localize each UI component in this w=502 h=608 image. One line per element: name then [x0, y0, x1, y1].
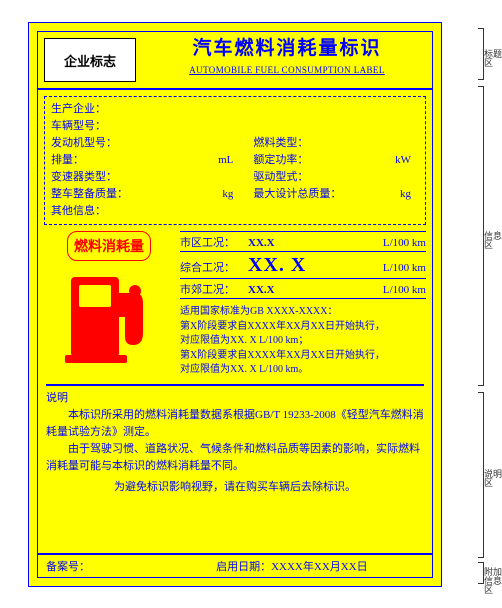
- info-other: 其他信息：: [51, 203, 253, 220]
- info-row: 整车整备质量：kg 最大设计总质量：kg: [51, 186, 419, 203]
- info-curb-mass: 整车整备质量：kg: [51, 186, 253, 203]
- info-row: 车辆型号：: [51, 118, 419, 135]
- desc-p1: 本标识所采用的燃料消耗量数据系根据GB/T 19233-2008《轻型汽车燃料消…: [46, 407, 424, 441]
- fuel-badge: 燃料消耗量: [67, 231, 151, 261]
- bracket-footer: [474, 562, 484, 584]
- desc-p2: 由于驾驶习惯、道路状况、气候条件和燃料品质等因素的影响，实际燃料消耗量可能与本标…: [46, 441, 424, 475]
- annot-info: 信息区: [484, 232, 502, 250]
- fc-label: 市区工况：: [180, 234, 248, 250]
- fc-unit: L/100 km: [364, 284, 426, 296]
- fc-label: 市郊工况：: [180, 281, 248, 297]
- footer-row: 备案号： 启用日期：XXXX年XX月XX日: [38, 553, 432, 577]
- info-manufacturer: 生产企业：: [51, 101, 253, 118]
- fuel-right: 市区工况： XX.X L/100 km 综合工况： XX. X L/100 km…: [174, 231, 426, 378]
- fuel-left: 燃料消耗量: [44, 231, 174, 378]
- info-displacement: 排量：mL: [51, 152, 253, 169]
- fc-value: XX.X: [248, 284, 364, 296]
- desc-p3: 为避免标识影响视野，请在购买车辆后去除标识。: [46, 479, 424, 496]
- bracket-info: [474, 86, 484, 386]
- std-line: 第X阶段要求自XXXX年XX月XX日开始执行，: [180, 320, 426, 335]
- annot-desc: 说明区: [484, 470, 502, 488]
- fc-unit: L/100 km: [364, 262, 426, 274]
- fc-row-suburban: 市郊工况： XX.X L/100 km: [180, 279, 426, 299]
- std-line: 对应限值为XX. X L/100 km。: [180, 363, 426, 378]
- info-vehicle-model: 车辆型号：: [51, 118, 253, 135]
- bracket-title: [474, 28, 484, 80]
- info-section: 生产企业： 车辆型号： 发动机型号： 燃料类型： 排量：mL 额定功率：kW 变…: [44, 96, 426, 225]
- std-line: 对应限值为XX. X L/100 km；: [180, 334, 426, 349]
- info-drive-type: 驱动型式：: [253, 169, 419, 186]
- inner-border: 企业标志 汽车燃料消耗量标识 AUTOMOBILE FUEL CONSUMPTI…: [37, 31, 433, 578]
- footer-record-no: 备案号：: [46, 558, 216, 574]
- title-cn: 汽车燃料消耗量标识: [148, 36, 426, 63]
- description-section: 说明 本标识所采用的燃料消耗量数据系根据GB/T 19233-2008《轻型汽车…: [46, 384, 424, 496]
- standards-text: 适用国家标准为GB XXXX-XXXX： 第X阶段要求自XXXX年XX月XX日开…: [180, 305, 426, 378]
- annot-footer: 附加信息区: [484, 568, 502, 595]
- info-rated-power: 额定功率：kW: [253, 152, 419, 169]
- info-fuel-type: 燃料类型：: [253, 135, 419, 152]
- title-box: 汽车燃料消耗量标识 AUTOMOBILE FUEL CONSUMPTION LA…: [142, 32, 432, 88]
- info-row: 发动机型号： 燃料类型：: [51, 135, 419, 152]
- logo-box: 企业标志: [44, 38, 136, 82]
- info-row: 排量：mL 额定功率：kW: [51, 152, 419, 169]
- info-row: 其他信息：: [51, 203, 419, 220]
- info-row: 生产企业：: [51, 101, 419, 118]
- fc-unit: L/100 km: [364, 237, 426, 249]
- fc-row-city: 市区工况： XX.X L/100 km: [180, 231, 426, 252]
- bracket-desc: [474, 392, 484, 558]
- fc-value-big: XX. X: [248, 254, 364, 277]
- fuel-section: 燃料消耗量 市区工况： XX.X L/100 km: [44, 231, 426, 378]
- fc-row-combined: 综合工况： XX. X L/100 km: [180, 252, 426, 279]
- header-row: 企业标志 汽车燃料消耗量标识 AUTOMOBILE FUEL CONSUMPTI…: [38, 32, 432, 90]
- desc-heading: 说明: [46, 390, 424, 407]
- fuel-label-card: 企业标志 汽车燃料消耗量标识 AUTOMOBILE FUEL CONSUMPTI…: [28, 22, 442, 587]
- info-engine-model: 发动机型号：: [51, 135, 253, 152]
- fc-label: 综合工况：: [180, 259, 248, 275]
- fc-value: XX.X: [248, 237, 364, 249]
- std-line: 适用国家标准为GB XXXX-XXXX：: [180, 305, 426, 320]
- info-row: 变速器类型： 驱动型式：: [51, 169, 419, 186]
- fuel-pump-icon: [59, 267, 159, 367]
- info-transmission: 变速器类型：: [51, 169, 253, 186]
- info-max-mass: 最大设计总质量：kg: [253, 186, 419, 203]
- annot-title: 标题区: [484, 50, 502, 68]
- footer-start-date: 启用日期：XXXX年XX月XX日: [216, 558, 424, 574]
- std-line: 第X阶段要求自XXXX年XX月XX日开始执行，: [180, 349, 426, 364]
- title-en: AUTOMOBILE FUEL CONSUMPTION LABEL: [148, 65, 426, 75]
